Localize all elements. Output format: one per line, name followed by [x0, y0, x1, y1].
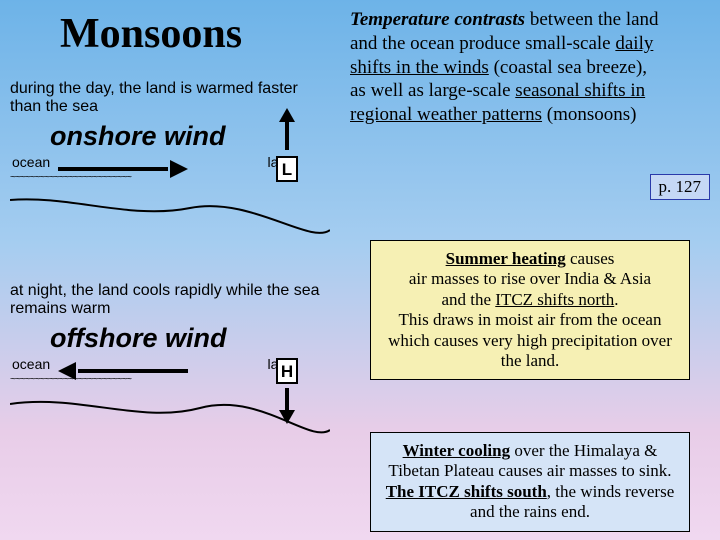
intro-monsoons-tail: (monsoons) — [542, 104, 636, 125]
day-block: during the day, the land is warmed faste… — [10, 80, 330, 264]
winter-w1a: Winter cooling — [403, 441, 511, 460]
summer-l3c: . — [614, 290, 618, 309]
summer-l3b: ITCZ shifts north — [495, 290, 614, 309]
offshore-arrow-icon — [58, 362, 188, 380]
ocean-label-night: ocean — [12, 356, 50, 372]
intro-paragraph: Temperature contrasts between the land a… — [350, 8, 660, 127]
low-pressure-box: L — [276, 156, 298, 182]
diagram-column: during the day, the land is warmed faste… — [10, 80, 330, 466]
night-caption: at night, the land cools rapidly while t… — [10, 282, 330, 319]
rising-air-arrow-icon — [282, 108, 292, 150]
sinking-air-arrow-icon — [282, 388, 292, 424]
night-block: at night, the land cools rapidly while t… — [10, 282, 330, 466]
summer-l2: air masses to rise over India & Asia — [409, 269, 651, 288]
high-pressure-box: H — [276, 358, 298, 384]
summer-heading: Summer heating — [446, 249, 566, 268]
page-reference-badge: p. 127 — [650, 174, 711, 200]
summer-l4: This draws in moist air from the ocean w… — [388, 310, 672, 370]
onshore-wind-area: ocean land ~~~~~~~~~~~~~~~~~~~~~~~~~ L — [10, 154, 330, 264]
offshore-wind-area: ocean land ~~~~~~~~~~~~~~~~~~~~~~~~~ H — [10, 356, 330, 466]
summer-l1: causes — [566, 249, 615, 268]
winter-box: Winter cooling over the Himalaya & Tibet… — [370, 432, 690, 532]
ocean-label-day: ocean — [12, 154, 50, 170]
coastline-day-icon — [10, 190, 330, 250]
onshore-arrow-icon — [58, 160, 188, 178]
offshore-title: offshore wind — [50, 323, 330, 354]
summer-l3a: and the — [441, 290, 495, 309]
summer-box: Summer heating causes air masses to rise… — [370, 240, 690, 380]
intro-temp-contrasts: Temperature contrasts — [350, 9, 525, 30]
winter-w2a: The ITCZ shifts south — [386, 482, 547, 501]
page-title: Monsoons — [60, 10, 242, 58]
